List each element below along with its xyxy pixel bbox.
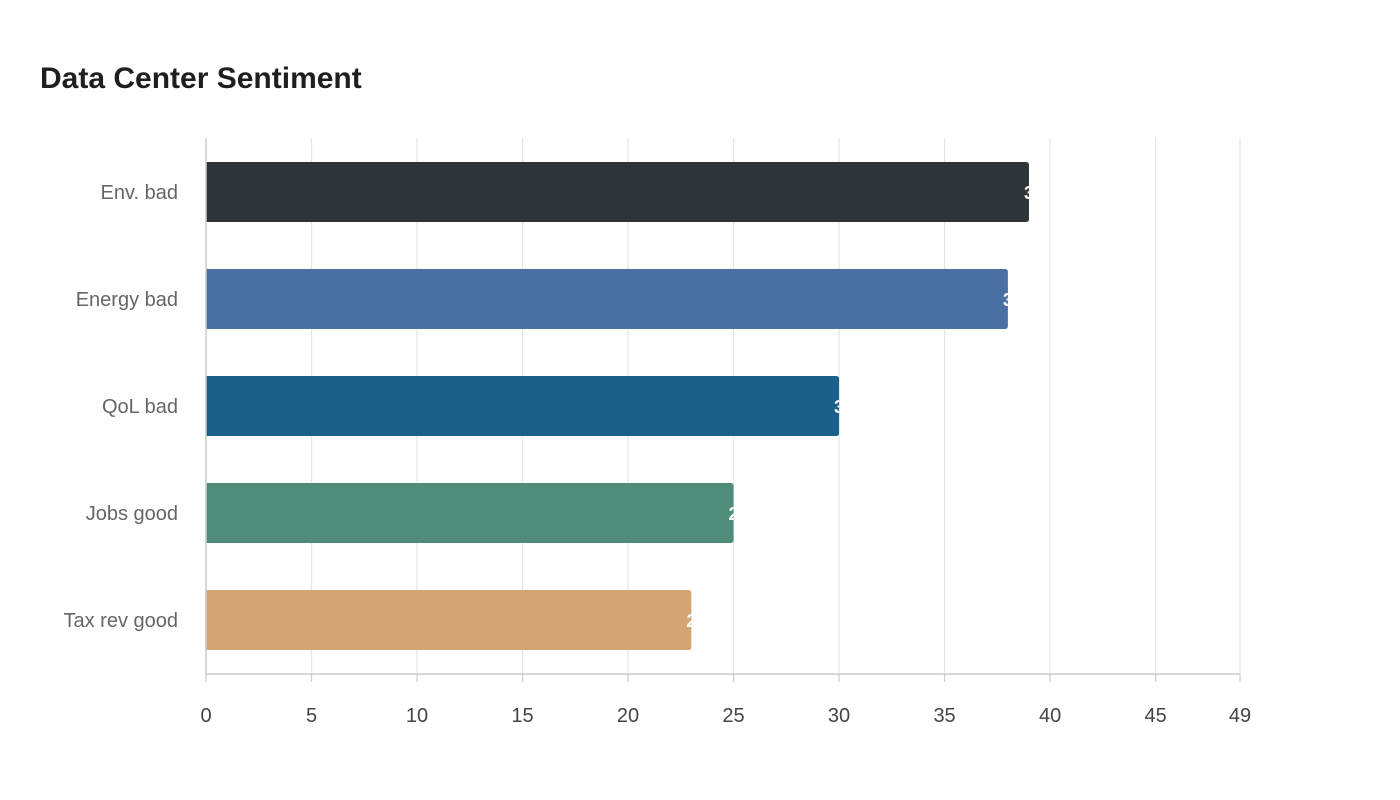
y-tick-label: QoL bad xyxy=(102,396,178,418)
y-tick-label: Tax rev good xyxy=(63,610,178,632)
bar-value-label: 30 xyxy=(834,397,854,417)
chart-title: Data Center Sentiment xyxy=(40,62,362,95)
x-tick-label: 49 xyxy=(1229,705,1251,727)
x-tick-label: 45 xyxy=(1144,705,1166,727)
y-tick-label: Env. bad xyxy=(101,182,178,204)
y-tick-label: Jobs good xyxy=(86,503,178,525)
x-tick-label: 40 xyxy=(1039,705,1061,727)
x-tick-label: 0 xyxy=(200,705,211,727)
bar-value-label: 25 xyxy=(729,504,749,524)
y-tick-label: Energy bad xyxy=(76,289,178,311)
x-tick-label: 25 xyxy=(722,705,744,727)
bars xyxy=(206,162,1029,650)
bar-env-bad xyxy=(206,162,1029,222)
x-tick-label: 10 xyxy=(406,705,428,727)
bar-value-label: 38 xyxy=(1003,290,1023,310)
bar-value-label: 39 xyxy=(1024,183,1044,203)
bar-jobs-good xyxy=(206,483,734,543)
bar-energy-bad xyxy=(206,269,1008,329)
x-tick-label: 15 xyxy=(511,705,533,727)
bar-qol-bad xyxy=(206,376,840,436)
x-tick-label: 35 xyxy=(933,705,955,727)
x-tick-label: 20 xyxy=(617,705,639,727)
axes xyxy=(205,138,1241,682)
labels: 0 5 10 15 20 25 30 35 40 45 49 Env. bad Energy bad Qo… xyxy=(63,182,1251,727)
x-tick-label: 5 xyxy=(306,705,317,727)
bar-tax-rev-good xyxy=(206,590,692,650)
x-tick-label: 30 xyxy=(828,705,850,727)
bar-value-label: 23 xyxy=(686,611,706,631)
